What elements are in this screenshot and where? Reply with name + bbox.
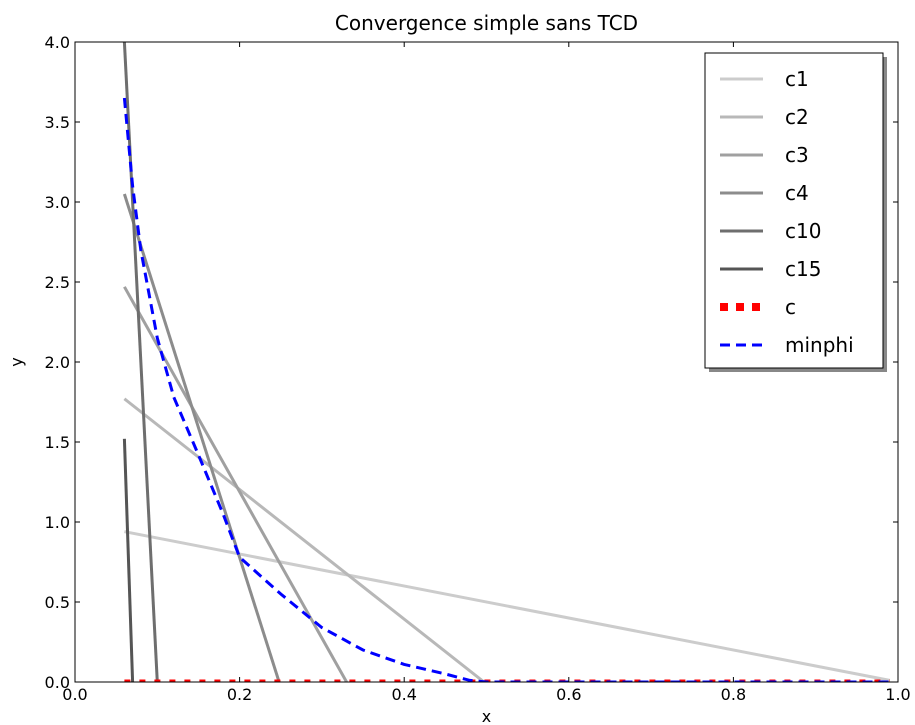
- series-c1-line: [124, 530, 891, 682]
- y-tick-label: 3.0: [45, 193, 70, 212]
- legend-box: [704, 52, 884, 369]
- legend-label-c3: c3: [785, 143, 809, 167]
- x-tick-label: 0.2: [227, 685, 252, 704]
- legend-label-c1: c1: [785, 67, 809, 91]
- legend-label-c: c: [785, 295, 796, 319]
- y-axis-label: y: [7, 357, 26, 366]
- y-tick-label: 4.0: [45, 33, 70, 52]
- y-tick-label: 2.5: [45, 273, 70, 292]
- x-tick-label: 1.0: [885, 685, 910, 704]
- legend-label-c10: c10: [785, 219, 821, 243]
- ticks-layer: 0.0 0.2 0.4 0.6 0.8 1.0 0.0 0.5 1.0 1.5 2.0 2.5 3.0 3…: [45, 33, 911, 704]
- y-tick-label: 3.5: [45, 113, 70, 132]
- legend-label-minphi: minphi: [785, 333, 854, 357]
- series-layer: [122, 42, 891, 682]
- series-c2-line: [123, 397, 485, 682]
- series-minphi-line: [122, 97, 890, 682]
- x-axis-label: x: [482, 707, 491, 725]
- legend: c1 c2 c3 c4 c10 c15 c minphi: [704, 52, 887, 372]
- legend-label-c4: c4: [785, 181, 809, 205]
- x-tick-label: 0.4: [391, 685, 416, 704]
- y-tick-label: 0.5: [45, 593, 70, 612]
- x-tick-label: 0.0: [62, 685, 87, 704]
- legend-label-c2: c2: [785, 105, 809, 129]
- y-tick-label: 1.5: [45, 433, 70, 452]
- series-c15-line: [122, 438, 135, 682]
- y-tick-label: 1.0: [45, 513, 70, 532]
- series-c3-line: [123, 286, 348, 682]
- y-tick-label: 2.0: [45, 353, 70, 372]
- series-c4-line: [122, 193, 281, 682]
- y-tick-label: 0.0: [45, 673, 70, 692]
- x-tick-label: 0.6: [556, 685, 581, 704]
- x-tick-label: 0.8: [721, 685, 746, 704]
- legend-label-c15: c15: [785, 257, 821, 281]
- chart-title: Convergence simple sans TCD: [335, 11, 638, 35]
